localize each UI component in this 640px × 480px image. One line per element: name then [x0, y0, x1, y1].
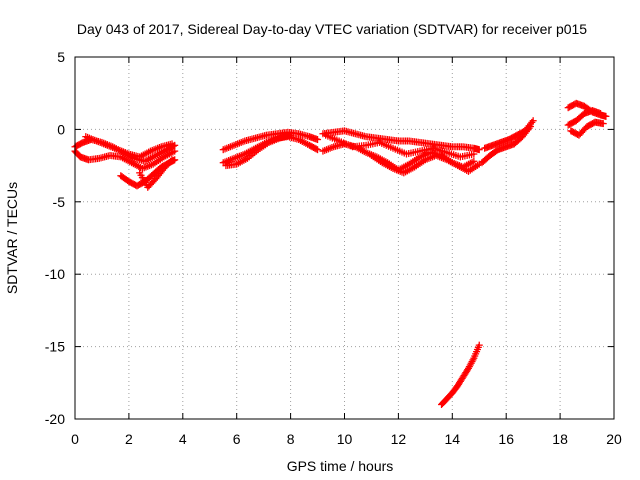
x-tick-label: 20	[606, 431, 622, 447]
x-tick-label: 6	[233, 431, 241, 447]
data-point	[287, 131, 295, 139]
x-tick-label: 4	[179, 431, 187, 447]
x-tick-label: 16	[498, 431, 514, 447]
y-axis-label: SDTVAR / TECUs	[4, 182, 20, 294]
data-point	[470, 157, 478, 165]
x-tick-label: 0	[71, 431, 79, 447]
y-tick-label: 0	[57, 121, 65, 137]
series-arc-2a	[219, 128, 322, 154]
data-point	[168, 140, 176, 148]
data-point	[597, 109, 605, 117]
x-tick-label: 8	[287, 431, 295, 447]
x-tick-label: 2	[125, 431, 133, 447]
data-points	[71, 99, 610, 409]
chart-title: Day 043 of 2017, Sidereal Day-to-day VTE…	[77, 21, 587, 37]
series-arc-3a	[319, 127, 483, 154]
data-point	[599, 120, 607, 128]
data-point	[526, 123, 534, 131]
data-point	[314, 146, 322, 154]
data-point	[529, 117, 537, 125]
y-tick-label: -15	[45, 339, 65, 355]
series-arc-3d	[367, 151, 483, 177]
series-arc-1b	[71, 147, 179, 172]
data-point	[168, 156, 176, 164]
y-tick-label: -5	[53, 194, 66, 210]
x-tick-label: 18	[552, 431, 568, 447]
series-arc-3c	[322, 131, 478, 161]
data-point	[475, 341, 483, 349]
x-axis-label: GPS time / hours	[287, 458, 394, 474]
axis-ticks	[74, 56, 615, 420]
grid	[75, 57, 614, 419]
x-tick-label: 14	[445, 431, 461, 447]
series-arc-4b	[478, 123, 534, 167]
y-tick-label: -20	[45, 411, 65, 427]
series-arc-1c	[82, 133, 176, 161]
tick-labels: 0 2 4 6 8 10 12 14 16 18 20 5 0 -5 -10 -15 -20	[45, 49, 622, 447]
y-tick-label: 5	[57, 49, 65, 65]
x-tick-label: 12	[391, 431, 407, 447]
data-point	[167, 157, 175, 165]
x-tick-label: 10	[337, 431, 353, 447]
data-point	[475, 146, 483, 154]
series-arc-2c	[222, 131, 295, 170]
y-tick-label: -10	[45, 266, 65, 282]
series-arc-5	[438, 341, 483, 409]
data-point	[171, 147, 179, 155]
data-point	[470, 150, 478, 158]
series-arc-6b	[564, 107, 605, 129]
data-point	[312, 145, 320, 153]
series-arc-6c	[567, 118, 607, 139]
data-point	[602, 112, 610, 120]
data-point	[314, 136, 322, 144]
series-arc-1e	[136, 156, 176, 191]
